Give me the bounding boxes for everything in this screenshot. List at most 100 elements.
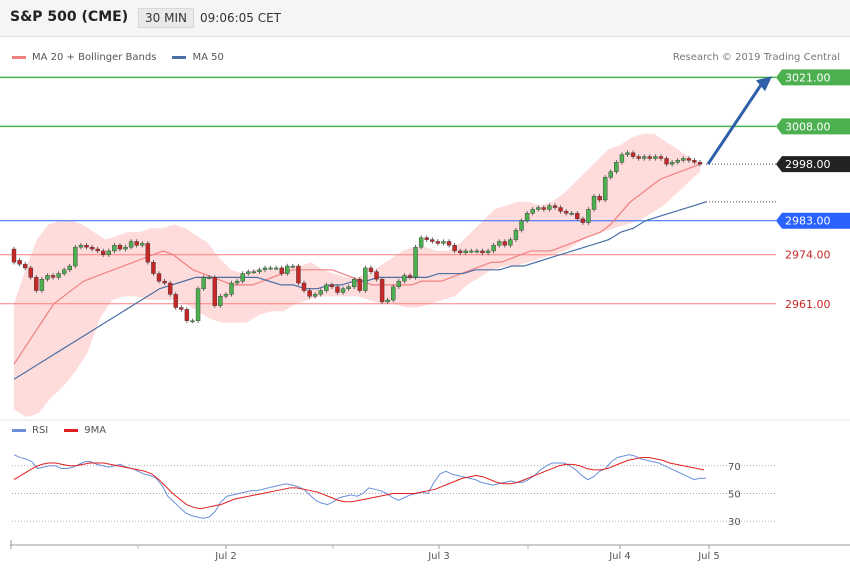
candle-body — [469, 250, 474, 253]
candle-body — [262, 267, 268, 271]
candle-body — [290, 265, 296, 268]
candle-body — [541, 207, 547, 210]
candle-body — [167, 282, 173, 295]
candle-body — [45, 275, 50, 280]
candle-body — [190, 320, 195, 323]
candle-body — [530, 209, 535, 214]
rsi-ma-legend-label: 9MA — [84, 425, 107, 436]
rsi-legend: RSI 9MA — [12, 425, 106, 436]
candle-body — [156, 273, 162, 282]
candle-body — [312, 294, 318, 297]
candle-body — [374, 271, 379, 280]
candle-body — [441, 241, 446, 244]
candle-body — [647, 156, 653, 159]
candle-body — [575, 212, 580, 220]
candle-body — [179, 307, 184, 310]
rsi-legend-label: RSI — [32, 425, 49, 436]
candle-body — [591, 196, 597, 210]
candle-body — [140, 243, 145, 246]
candle-body — [692, 160, 697, 163]
timestamp: 09:06:05 CET — [200, 11, 281, 25]
candle-body — [318, 290, 323, 295]
candle-body — [352, 279, 357, 287]
rsi-swatch — [12, 429, 26, 432]
chart-header: S&P 500 (CME) 30 MIN 09:06:05 CET — [0, 0, 850, 37]
candle-body — [491, 245, 496, 252]
candle-body — [73, 246, 78, 267]
candle-body — [513, 229, 519, 240]
forecast-arrow-head — [756, 76, 772, 92]
candle-body — [106, 250, 112, 255]
candle-body — [664, 158, 669, 165]
candle-body — [268, 267, 273, 270]
candle-body — [463, 250, 468, 254]
candle-body — [563, 211, 569, 214]
price-label-current: 2998.00 — [785, 158, 831, 171]
candle-body — [485, 250, 491, 254]
candle-body — [285, 265, 290, 274]
ma20-legend-label: MA 20 + Bollinger Bands — [32, 52, 157, 63]
candle-body — [681, 158, 686, 161]
forecast-arrow-shaft — [706, 82, 764, 165]
candle-body — [697, 162, 703, 165]
candle-body — [201, 277, 206, 289]
candle-body — [407, 275, 413, 278]
candle-body — [402, 275, 407, 282]
candle-body — [296, 265, 301, 284]
candle-body — [173, 294, 178, 308]
candle-body — [112, 245, 117, 252]
candle-body — [50, 275, 56, 278]
candle-body — [162, 280, 167, 284]
candle-body — [212, 277, 217, 306]
candle-body — [614, 162, 619, 172]
candle-body — [636, 156, 641, 159]
candle-body — [240, 273, 245, 282]
candle-body — [78, 245, 84, 248]
candle-body — [630, 152, 636, 157]
candle-body — [368, 267, 374, 272]
candle-body — [84, 245, 89, 248]
candle-body — [669, 162, 675, 165]
x-tick-label: Jul 4 — [608, 551, 631, 562]
candle-body — [379, 279, 385, 303]
candle-body — [391, 286, 396, 301]
candle-body — [22, 263, 28, 269]
candle-body — [251, 271, 257, 274]
ma50-swatch — [172, 56, 187, 59]
candle-body — [686, 158, 692, 161]
candle-body — [430, 239, 435, 242]
instrument-title: S&P 500 (CME) — [10, 9, 129, 25]
candle-body — [602, 177, 608, 201]
timeframe-badge[interactable]: 30 MIN — [138, 8, 194, 28]
candle-body — [508, 239, 513, 246]
candle-body — [223, 294, 229, 297]
rsi-ma-line — [13, 456, 705, 510]
candle-body — [457, 250, 463, 254]
price-label-resistance: 3008.00 — [785, 120, 831, 133]
candle-body — [184, 309, 190, 321]
candle-body — [273, 267, 279, 270]
ma20-line — [13, 163, 701, 365]
candle-body — [480, 250, 485, 254]
price-label-resistance: 3021.00 — [785, 71, 831, 84]
candle-body — [580, 218, 586, 223]
candle-body — [11, 248, 17, 263]
candle-body — [67, 265, 72, 271]
candle-body — [346, 286, 351, 289]
candle-body — [195, 288, 201, 321]
candle-body — [424, 237, 429, 240]
candle-body — [558, 207, 563, 212]
candle-body — [547, 205, 552, 210]
price-label-bg — [776, 212, 850, 229]
candle-body — [61, 269, 67, 274]
candle-body — [89, 246, 95, 250]
candle-body — [357, 279, 362, 291]
price-label-support: 2961.00 — [785, 298, 831, 311]
candle-body — [396, 280, 402, 287]
copyright-text: Research © 2019 Trading Central — [672, 52, 840, 63]
candle-body — [642, 156, 647, 159]
price-label-pivot: 2983.00 — [785, 215, 831, 228]
candle-body — [385, 299, 390, 303]
candle-body — [446, 241, 452, 246]
